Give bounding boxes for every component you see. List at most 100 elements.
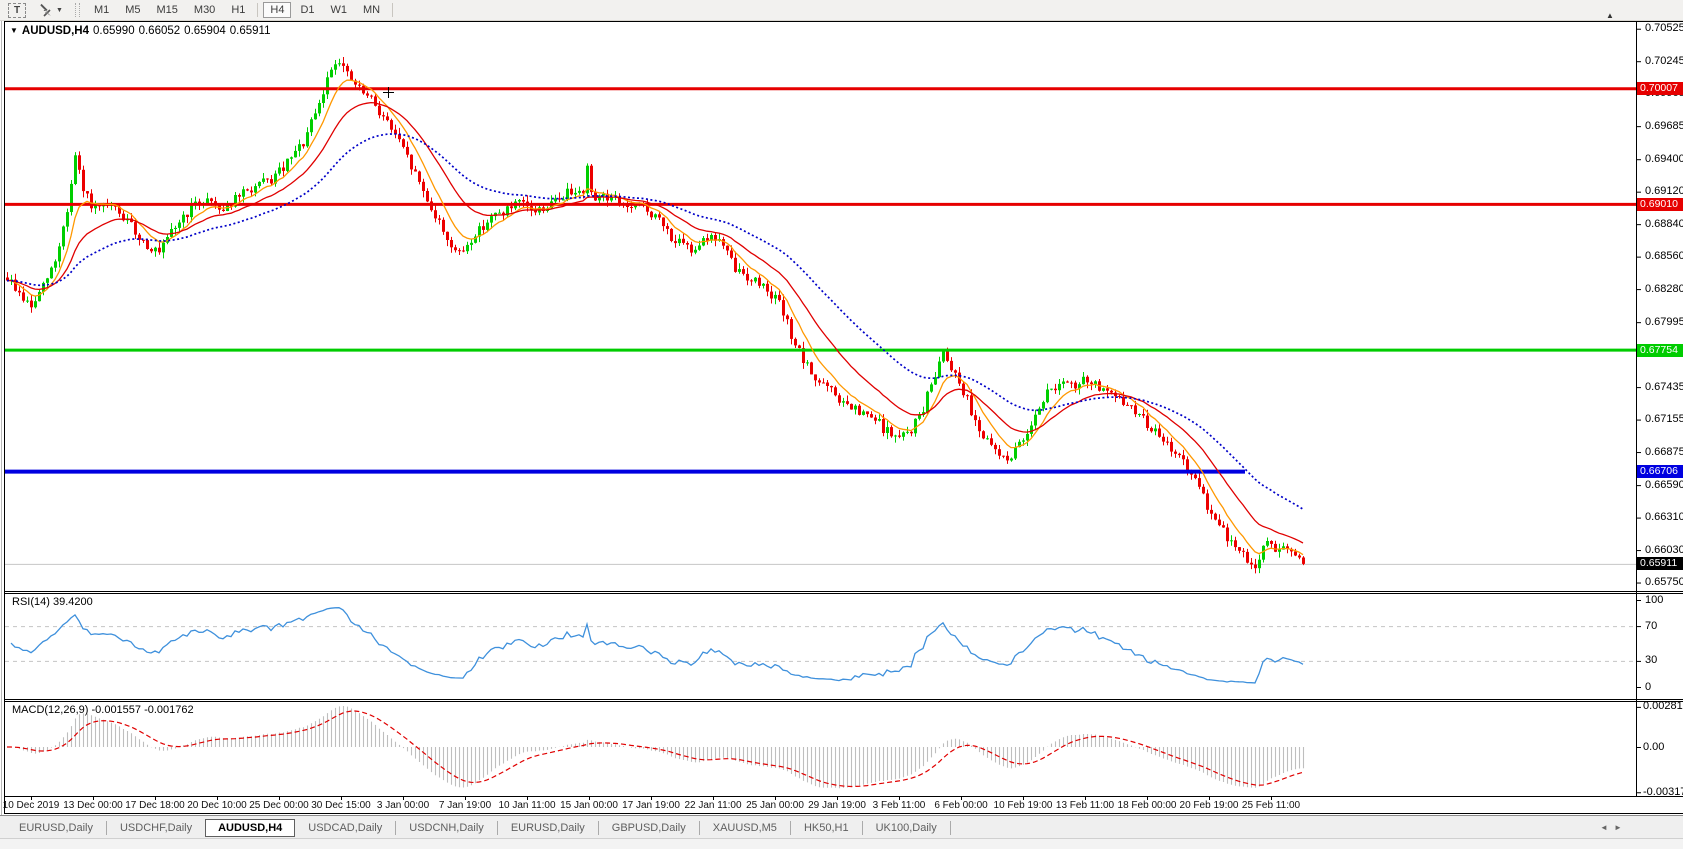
rsi-tick-label: 70 bbox=[1645, 619, 1658, 632]
collapse-triangle-icon[interactable]: ▼ bbox=[10, 26, 18, 35]
price-tick-label: 0.67435 bbox=[1645, 380, 1683, 393]
time-tick-label: 13 Dec 00:00 bbox=[63, 800, 123, 811]
time-tick-label: 13 Feb 11:00 bbox=[1055, 800, 1115, 811]
tab-divider bbox=[395, 820, 397, 835]
time-tick-label: 20 Feb 19:00 bbox=[1179, 800, 1239, 811]
chart-tab-eurusd-daily[interactable]: EURUSD,Daily bbox=[19, 821, 93, 834]
rsi-tick-label: 100 bbox=[1645, 593, 1664, 606]
price-badge-0.70007: 0.70007 bbox=[1637, 82, 1683, 96]
status-bar bbox=[0, 838, 1683, 849]
tab-divider bbox=[597, 820, 599, 835]
time-tick-label: 22 Jan 11:00 bbox=[684, 800, 742, 811]
tab-divider bbox=[496, 820, 498, 835]
time-tick-label: 10 Feb 19:00 bbox=[993, 800, 1053, 811]
tab-divider bbox=[861, 820, 863, 835]
rsi-tick-label: 30 bbox=[1645, 654, 1658, 667]
toolbar: T ▼ M1 M5 M15 M30 H1 H4 D1 W1 MN bbox=[0, 0, 1683, 21]
diagonal-arrows-icon bbox=[40, 3, 51, 17]
price-tick-label: 0.66590 bbox=[1645, 478, 1683, 491]
price-tick-label: 0.65750 bbox=[1645, 576, 1683, 589]
price-tick-label: 0.67155 bbox=[1645, 413, 1683, 426]
timeframe-button-m1[interactable]: M1 bbox=[93, 4, 110, 16]
price-badge-0.65911: 0.65911 bbox=[1637, 557, 1683, 571]
timeframe-button-h1[interactable]: H1 bbox=[231, 4, 246, 16]
price-badge-0.66706: 0.66706 bbox=[1637, 465, 1683, 479]
time-tick-label: 7 Jan 19:00 bbox=[438, 800, 492, 811]
bar-low-value: 0.65904 bbox=[184, 25, 226, 37]
timeframe-button-m5[interactable]: M5 bbox=[125, 4, 141, 16]
macd-indicator-label: MACD(12,26,9) -0.001557 -0.001762 bbox=[12, 704, 194, 716]
price-tick-label: 0.69400 bbox=[1645, 152, 1683, 165]
chart-tab-usdcad-daily[interactable]: USDCAD,Daily bbox=[308, 821, 383, 834]
timeframe-button-m30[interactable]: M30 bbox=[193, 4, 216, 16]
chart-tab-hk50-h1[interactable]: HK50,H1 bbox=[803, 821, 849, 834]
price-tick-label: 0.68280 bbox=[1645, 282, 1683, 295]
chart-tab-eurusd-daily[interactable]: EURUSD,Daily bbox=[510, 821, 585, 834]
time-tick-label: 10 Dec 2019 bbox=[2, 800, 60, 811]
toolbar-grip bbox=[74, 3, 80, 17]
time-tick-label: 3 Jan 00:00 bbox=[376, 800, 430, 811]
time-tick-label: 25 Dec 00:00 bbox=[249, 800, 309, 811]
time-tick-label: 17 Dec 18:00 bbox=[125, 800, 185, 811]
tab-scroll-right-icon[interactable]: ► bbox=[1614, 823, 1622, 832]
bar-close-value: 0.65911 bbox=[229, 25, 271, 37]
price-tick-label: 0.70525 bbox=[1645, 22, 1683, 35]
tab-divider bbox=[105, 820, 107, 835]
chart-shift-marker-icon: ▲ bbox=[1606, 11, 1614, 20]
chart-tab-usdchf-daily[interactable]: USDCHF,Daily bbox=[119, 821, 193, 834]
tab-scroll-left-icon[interactable]: ◄ bbox=[1600, 823, 1608, 832]
styles-dropdown-button[interactable]: ▼ bbox=[34, 2, 67, 18]
timeframe-button-d1[interactable]: D1 bbox=[300, 4, 315, 16]
macd-name: MACD(12,26,9) bbox=[12, 704, 89, 716]
timeframe-button-h4[interactable]: H4 bbox=[263, 2, 292, 18]
time-tick-label: 29 Jan 19:00 bbox=[808, 800, 866, 811]
time-tick-label: 25 Jan 00:00 bbox=[746, 800, 804, 811]
price-tick-label: 0.66875 bbox=[1645, 445, 1683, 458]
rsi-tick-label: 0 bbox=[1645, 680, 1652, 693]
time-tick-label: 15 Jan 00:00 bbox=[560, 800, 618, 811]
time-tick-label: 30 Dec 15:00 bbox=[311, 800, 371, 811]
rsi-indicator-label: RSI(14) 39.4200 bbox=[12, 596, 93, 608]
chart-tab-uk100-daily[interactable]: UK100,Daily bbox=[875, 821, 937, 834]
price-tick-label: 0.66310 bbox=[1645, 511, 1683, 524]
price-badge-0.67754: 0.67754 bbox=[1637, 343, 1683, 357]
tab-divider bbox=[789, 820, 791, 835]
rsi-name: RSI(14) bbox=[12, 596, 50, 608]
chart-symbol-label: AUDUSD,H4 bbox=[21, 25, 90, 37]
time-tick-label: 10 Jan 11:00 bbox=[498, 800, 556, 811]
macd-tick-label: 0.002817 bbox=[1643, 700, 1683, 713]
price-tick-label: 0.68840 bbox=[1645, 217, 1683, 230]
text-tool-icon: T bbox=[8, 2, 26, 18]
timeframe-button-mn[interactable]: MN bbox=[363, 4, 381, 16]
text-tool-button[interactable]: T bbox=[4, 2, 30, 18]
price-tick-label: 0.68560 bbox=[1645, 250, 1683, 263]
chart-title: ▼ AUDUSD,H4 0.65990 0.66052 0.65904 0.65911 bbox=[10, 25, 274, 37]
chart-tab-usdcnh-daily[interactable]: USDCNH,Daily bbox=[409, 821, 484, 834]
time-tick-label: 18 Feb 00:00 bbox=[1117, 800, 1177, 811]
chart-tab-gbpusd-daily[interactable]: GBPUSD,Daily bbox=[611, 821, 686, 834]
timeframe-toolbar: M1 M5 M15 M30 H1 H4 D1 W1 MN bbox=[86, 2, 397, 18]
time-tick-label: 17 Jan 19:00 bbox=[622, 800, 680, 811]
price-tick-label: 0.69685 bbox=[1645, 119, 1683, 132]
bar-open-value: 0.65990 bbox=[93, 25, 135, 37]
time-tick-label: 25 Feb 11:00 bbox=[1241, 800, 1301, 811]
tab-divider bbox=[949, 820, 951, 835]
rsi-current-value: 39.4200 bbox=[52, 596, 93, 608]
chart-tab-bar: EURUSD,Daily USDCHF,Daily AUDUSD,H4 USDCAD,… bbox=[0, 815, 1683, 839]
macd-current-value: -0.001557 bbox=[91, 704, 142, 716]
time-tick-label: 20 Dec 10:00 bbox=[187, 800, 247, 811]
price-tick-label: 0.66030 bbox=[1645, 543, 1683, 556]
price-tick-label: 0.67995 bbox=[1645, 315, 1683, 328]
tab-divider bbox=[698, 820, 700, 835]
bar-high-value: 0.66052 bbox=[138, 25, 181, 37]
price-tick-label: 0.70245 bbox=[1645, 54, 1683, 67]
macd-tick-label: 0.00 bbox=[1643, 740, 1665, 753]
macd-signal-value: -0.001762 bbox=[144, 704, 194, 716]
chart-tab-audusd-h4[interactable]: AUDUSD,H4 bbox=[205, 818, 296, 837]
timeframe-button-m15[interactable]: M15 bbox=[156, 4, 178, 16]
timeframe-button-w1[interactable]: W1 bbox=[330, 4, 348, 16]
macd-tick-label: -0.003179 bbox=[1643, 785, 1683, 798]
chart-tab-xauusd-m5[interactable]: XAUUSD,M5 bbox=[712, 821, 777, 834]
